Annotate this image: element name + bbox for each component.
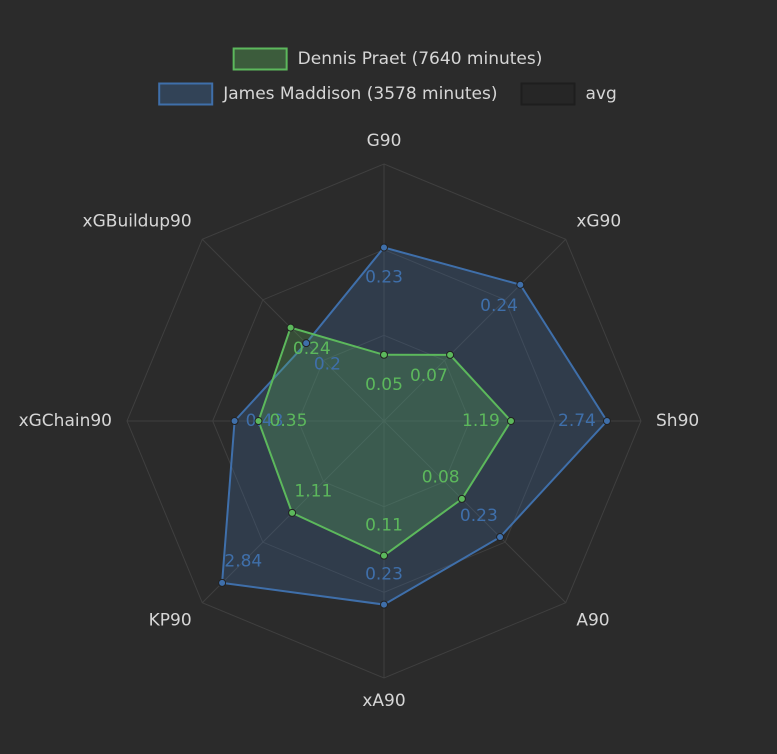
axis-label: Sh90 [656, 411, 699, 431]
value-label: 1.19 [462, 411, 500, 431]
value-label: 0.2 [314, 354, 341, 374]
legend-swatch[interactable] [232, 47, 288, 71]
value-label: 0.11 [365, 516, 403, 536]
data-point [457, 494, 466, 503]
data-point [516, 280, 525, 289]
data-point [218, 578, 227, 587]
axis-label: KP90 [149, 610, 192, 630]
value-label: 2.74 [558, 411, 596, 431]
value-label: 1.11 [294, 482, 332, 502]
legend-swatch[interactable] [158, 82, 214, 106]
axis-label: A90 [576, 610, 609, 630]
legend-swatch[interactable] [520, 82, 576, 106]
value-label: 0.08 [422, 468, 460, 488]
data-point [286, 323, 295, 332]
value-label: 0.35 [270, 411, 308, 431]
data-point [254, 417, 263, 425]
value-label: 0.23 [460, 506, 498, 526]
data-point [380, 350, 388, 359]
axis-label: xGBuildup90 [83, 212, 192, 232]
value-label: 0.05 [365, 375, 403, 395]
value-label: 0.23 [365, 565, 403, 585]
data-point [380, 600, 388, 609]
data-point [380, 243, 388, 252]
value-label: 2.84 [224, 552, 262, 572]
legend-text[interactable]: James Maddison (3578 minutes) [222, 84, 497, 104]
value-label: 0.23 [365, 267, 403, 287]
data-point [230, 417, 239, 425]
data-point [302, 339, 311, 348]
legend-text[interactable]: avg [586, 84, 617, 104]
data-point [446, 350, 455, 359]
value-label: 0.07 [410, 366, 448, 386]
data-point [288, 508, 297, 517]
axis-label: G90 [367, 131, 402, 151]
data-point [496, 533, 505, 542]
axis-label: xG90 [576, 212, 621, 232]
spoke [383, 420, 567, 604]
axis-label: xA90 [362, 691, 405, 711]
value-label: 0.24 [293, 339, 331, 359]
value-label: 0.43 [246, 411, 284, 431]
spoke [383, 238, 567, 422]
data-point [602, 417, 611, 425]
legend-text[interactable]: Dennis Praet (7640 minutes) [298, 49, 543, 69]
data-point [506, 417, 515, 425]
data-point [380, 551, 388, 560]
axis-label: xGChain90 [19, 411, 112, 431]
value-label: 0.24 [480, 296, 518, 316]
